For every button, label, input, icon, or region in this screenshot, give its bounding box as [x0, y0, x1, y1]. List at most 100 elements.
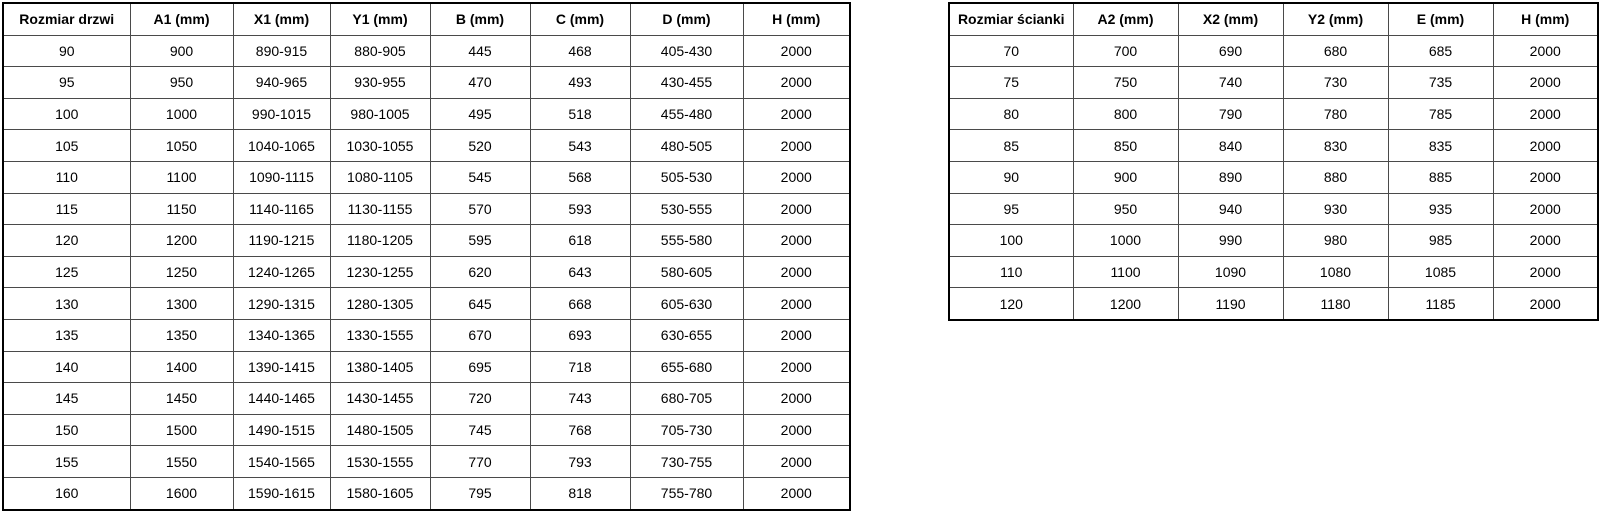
table-cell: 1530-1555: [329, 445, 431, 478]
table-cell: 605-630: [629, 287, 744, 320]
table-row: 110 1100 1090 1080 1085 2000: [948, 255, 1599, 289]
table-cell: 90: [948, 160, 1074, 194]
table-cell: 643: [529, 255, 631, 289]
table-row: 75 750 740 730 735 2000: [948, 66, 1599, 99]
header-row: Rozmiar ścianki A2 (mm) X2 (mm) Y2 (mm) E (m…: [948, 2, 1599, 36]
table-cell: 730-755: [629, 445, 744, 478]
table-row: 145 1450 1440-1465 1430-1455 720 743 680-705 20…: [2, 382, 851, 415]
table-cell: 940: [1177, 192, 1284, 226]
table-cell: 593: [529, 192, 631, 226]
table-cell: 2000: [742, 476, 851, 511]
table-cell: 718: [529, 350, 631, 384]
table-cell: 160: [2, 476, 131, 511]
table-cell: 630-655: [629, 318, 744, 352]
table-cell: 1290-1315: [232, 287, 331, 320]
table-cell: 1000: [129, 97, 234, 131]
table-cell: 130: [2, 287, 131, 320]
table-cell: 885: [1387, 160, 1494, 194]
door-size-table: Rozmiar drzwi A1 (mm) X1 (mm) Y1 (mm) B (mm)…: [2, 2, 851, 511]
table-cell: 2000: [1492, 287, 1599, 321]
table-cell: 1490-1515: [232, 413, 331, 447]
table-cell: 793: [529, 445, 631, 478]
column-header: B (mm): [429, 2, 531, 36]
column-header: H (mm): [742, 2, 851, 36]
table-row: 140 1400 1390-1415 1380-1405 695 718 655-680 20…: [2, 350, 851, 384]
table-cell: 1050: [129, 129, 234, 162]
table-cell: 1090: [1177, 255, 1284, 289]
table-cell: 1100: [1072, 255, 1179, 289]
table-cell: 570: [429, 192, 531, 226]
table-cell: 1330-1555: [329, 318, 431, 352]
table-cell: 1350: [129, 318, 234, 352]
table-cell: 940-965: [232, 66, 331, 99]
table-cell: 950: [129, 66, 234, 99]
table-cell: 2000: [742, 413, 851, 447]
table-cell: 1230-1255: [329, 255, 431, 289]
table-row: 100 1000 990-1015 980-1005 495 518 455-480 2000: [2, 97, 851, 131]
table-cell: 1590-1615: [232, 476, 331, 511]
table-row: 150 1500 1490-1515 1480-1505 745 768 705-730 20…: [2, 413, 851, 447]
table-cell: 580-605: [629, 255, 744, 289]
table-cell: 568: [529, 160, 631, 194]
table-cell: 150: [2, 413, 131, 447]
table-cell: 795: [429, 476, 531, 511]
table-cell: 980-1005: [329, 97, 431, 131]
table-cell: 618: [529, 224, 631, 257]
table-cell: 2000: [1492, 160, 1599, 194]
table-cell: 2000: [742, 287, 851, 320]
table-cell: 1240-1265: [232, 255, 331, 289]
door-size-table-body: 90 900 890-915 880-905 445 468 405-430 2000 95 95…: [2, 34, 851, 511]
table-cell: 1200: [1072, 287, 1179, 321]
table-cell: 95: [948, 192, 1074, 226]
table-cell: 680: [1282, 34, 1389, 68]
table-cell: 1100: [129, 160, 234, 194]
column-header: H (mm): [1492, 2, 1599, 36]
table-cell: 1080-1105: [329, 160, 431, 194]
table-row: 95 950 940 930 935 2000: [948, 192, 1599, 226]
table-cell: 980: [1282, 224, 1389, 257]
table-cell: 545: [429, 160, 531, 194]
table-cell: 1540-1565: [232, 445, 331, 478]
table-cell: 950: [1072, 192, 1179, 226]
table-cell: 2000: [742, 66, 851, 99]
table-cell: 900: [1072, 160, 1179, 194]
table-cell: 2000: [1492, 66, 1599, 99]
table-row: 100 1000 990 980 985 2000: [948, 224, 1599, 257]
table-cell: 690: [1177, 34, 1284, 68]
table-cell: 700: [1072, 34, 1179, 68]
table-cell: 2000: [742, 255, 851, 289]
table-cell: 1580-1605: [329, 476, 431, 511]
column-header: X2 (mm): [1177, 2, 1284, 36]
table-cell: 768: [529, 413, 631, 447]
table-cell: 1150: [129, 192, 234, 226]
table-row: 120 1200 1190 1180 1185 2000: [948, 287, 1599, 321]
table-cell: 780: [1282, 97, 1389, 131]
table-cell: 480-505: [629, 129, 744, 162]
table-cell: 1400: [129, 350, 234, 384]
table-cell: 505-530: [629, 160, 744, 194]
table-cell: 105: [2, 129, 131, 162]
table-cell: 1280-1305: [329, 287, 431, 320]
table-row: 135 1350 1340-1365 1330-1555 670 693 630-655 20…: [2, 318, 851, 352]
wall-size-table: Rozmiar ścianki A2 (mm) X2 (mm) Y2 (mm) E (m…: [948, 2, 1599, 321]
table-cell: 680-705: [629, 382, 744, 415]
table-cell: 2000: [742, 224, 851, 257]
table-cell: 990-1015: [232, 97, 331, 131]
table-cell: 1450: [129, 382, 234, 415]
table-cell: 145: [2, 382, 131, 415]
table-cell: 835: [1387, 129, 1494, 162]
table-cell: 790: [1177, 97, 1284, 131]
column-header: C (mm): [529, 2, 631, 36]
table-cell: 695: [429, 350, 531, 384]
table-cell: 1550: [129, 445, 234, 478]
wall-size-table-body: 70 700 690 680 685 2000 75 750 740 730 735 2000 80 80…: [948, 34, 1599, 321]
table-cell: 115: [2, 192, 131, 226]
table-cell: 840: [1177, 129, 1284, 162]
table-cell: 455-480: [629, 97, 744, 131]
table-cell: 668: [529, 287, 631, 320]
table-cell: 595: [429, 224, 531, 257]
table-row: 90 900 890 880 885 2000: [948, 160, 1599, 194]
table-cell: 1200: [129, 224, 234, 257]
table-cell: 530-555: [629, 192, 744, 226]
